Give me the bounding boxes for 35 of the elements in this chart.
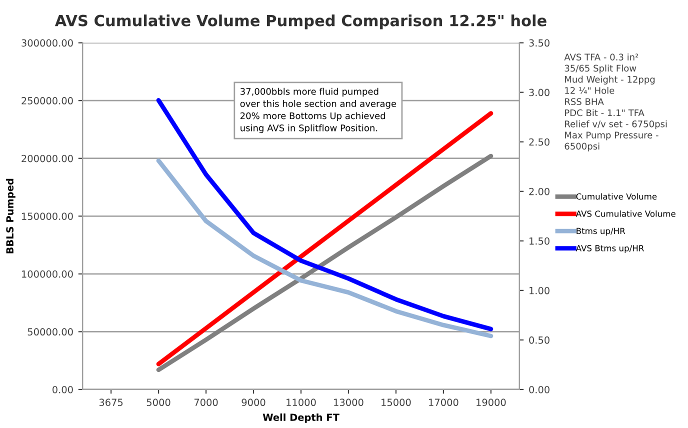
text: AVS TFA - 0.3 in² 35/65 Split Flow Mud Weight - 12ppg 12 ¼" Hole RSS BHA PDC Bit - 1.1" TFA Relief v/v set - 6750psi Max Pump Pressure - 6500psi (564, 54, 667, 152)
y-tick-label: 0.00 (52, 386, 73, 394)
y-tick-label: 300000.00 (22, 39, 73, 47)
x-tick-label: 3675 (99, 398, 123, 406)
x-tick-label: 17000 (429, 398, 458, 406)
y2-tick-label: 0.50 (529, 336, 550, 344)
y-tick-label: 100000.00 (22, 270, 73, 278)
x-tick-label: 5000 (146, 398, 170, 406)
legend-label: Btms up/HR (576, 228, 626, 236)
legend-label: Cumulative Volume (576, 193, 657, 200)
line-series (156, 154, 494, 372)
y-tick-label: 50000.00 (28, 328, 73, 336)
y-tick-label: 250000.00 (22, 97, 73, 104)
x-tick-label: 13000 (334, 398, 364, 406)
x-tick-label: 15000 (382, 398, 411, 406)
x-tick-label: 7000 (194, 398, 218, 406)
y-tick-label: 200000.00 (22, 154, 73, 162)
line-series (156, 158, 494, 338)
y2-tick-label: 2.50 (529, 138, 550, 146)
chart-title: AVS Cumulative Volume Pumped Comparison 12.25" hole (54, 14, 546, 30)
x-tick-label: 9000 (242, 398, 266, 406)
y2-tick-label: 3.00 (529, 88, 550, 96)
y2-tick-label: 1.00 (530, 286, 550, 294)
x-tick-label: 11000 (286, 398, 316, 406)
x-tick-label: 19000 (476, 398, 506, 406)
y2-tick-label: 3.50 (529, 39, 550, 47)
y-tick-label: 150000.00 (22, 212, 73, 220)
y2-tick-label: 1.50 (530, 237, 550, 245)
line-series (156, 111, 494, 366)
x-axis-title: Well Depth FT (262, 413, 340, 423)
y2-tick-label: 0.00 (529, 386, 550, 394)
annotation: 37,000bbls more fluid pumped over this hole section and average 20% more Bottoms Up achieved using AVS in Splitflow Position. (240, 88, 396, 134)
line-series (156, 98, 494, 332)
y-axis-title: BBLS Pumped (6, 178, 16, 254)
y2-tick-label: 2.00 (529, 188, 550, 196)
